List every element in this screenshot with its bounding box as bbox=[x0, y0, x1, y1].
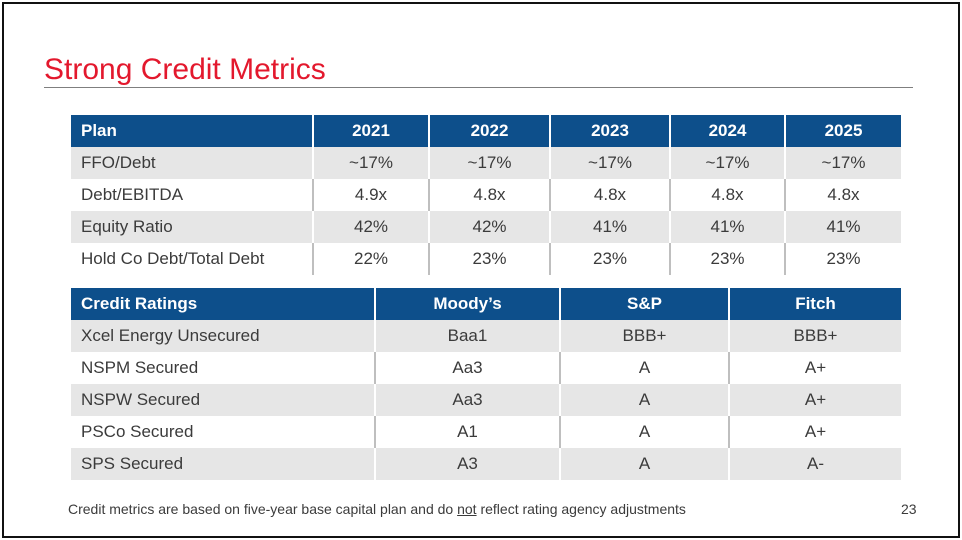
row-label: PSCo Secured bbox=[71, 416, 376, 448]
table-cell: 23% bbox=[785, 243, 901, 275]
title-divider bbox=[44, 87, 913, 88]
footnote-emphasis: not bbox=[457, 501, 477, 517]
table-cell: 23% bbox=[670, 243, 786, 275]
plan-header-2022: 2022 bbox=[429, 115, 551, 147]
row-label: Equity Ratio bbox=[71, 211, 314, 243]
plan-header-2024: 2024 bbox=[670, 115, 786, 147]
table-cell: A+ bbox=[729, 384, 901, 416]
ratings-header-fitch: Fitch bbox=[729, 288, 901, 320]
table-cell: BBB+ bbox=[560, 320, 730, 352]
table-cell: A+ bbox=[729, 416, 901, 448]
row-label: Xcel Energy Unsecured bbox=[71, 320, 376, 352]
table-row: Equity Ratio 42% 42% 41% 41% 41% bbox=[71, 211, 901, 243]
ratings-header-moodys: Moody’s bbox=[375, 288, 561, 320]
row-label: NSPM Secured bbox=[71, 352, 376, 384]
plan-header-2023: 2023 bbox=[550, 115, 671, 147]
table-cell: 23% bbox=[429, 243, 551, 275]
table-cell: 41% bbox=[785, 211, 901, 243]
table-cell: 4.8x bbox=[429, 179, 551, 211]
ratings-table-header-row: Credit Ratings Moody’s S&P Fitch bbox=[71, 288, 901, 320]
plan-header-2025: 2025 bbox=[785, 115, 901, 147]
row-label: SPS Secured bbox=[71, 448, 376, 480]
footnote-text-before: Credit metrics are based on five-year ba… bbox=[68, 501, 458, 517]
table-cell: ~17% bbox=[550, 147, 671, 179]
plan-table-header-row: Plan 2021 2022 2023 2024 2025 bbox=[71, 115, 901, 147]
table-cell: ~17% bbox=[670, 147, 786, 179]
table-cell: 4.8x bbox=[670, 179, 786, 211]
table-cell: 4.8x bbox=[785, 179, 901, 211]
table-row: SPS Secured A3 A A- bbox=[71, 448, 901, 480]
table-cell: A1 bbox=[375, 416, 561, 448]
table-cell: A3 bbox=[375, 448, 561, 480]
table-cell: A- bbox=[729, 448, 901, 480]
plan-header-2021: 2021 bbox=[313, 115, 430, 147]
table-row: FFO/Debt ~17% ~17% ~17% ~17% ~17% bbox=[71, 147, 901, 179]
table-cell: ~17% bbox=[313, 147, 430, 179]
table-row: Debt/EBITDA 4.9x 4.8x 4.8x 4.8x 4.8x bbox=[71, 179, 901, 211]
ratings-header-sp: S&P bbox=[560, 288, 730, 320]
table-cell: A bbox=[560, 384, 730, 416]
table-row: NSPW Secured Aa3 A A+ bbox=[71, 384, 901, 416]
table-cell: 4.9x bbox=[313, 179, 430, 211]
table-cell: 41% bbox=[550, 211, 671, 243]
footnote: Credit metrics are based on five-year ba… bbox=[68, 501, 686, 517]
table-cell: A bbox=[560, 416, 730, 448]
row-label: NSPW Secured bbox=[71, 384, 376, 416]
table-row: NSPM Secured Aa3 A A+ bbox=[71, 352, 901, 384]
table-cell: BBB+ bbox=[729, 320, 901, 352]
table-cell: A+ bbox=[729, 352, 901, 384]
page-title: Strong Credit Metrics bbox=[44, 53, 326, 86]
page-number: 23 bbox=[901, 501, 917, 517]
credit-ratings-table: Credit Ratings Moody’s S&P Fitch Xcel En… bbox=[71, 288, 901, 480]
table-cell: A bbox=[560, 448, 730, 480]
row-label: FFO/Debt bbox=[71, 147, 314, 179]
row-label: Debt/EBITDA bbox=[71, 179, 314, 211]
table-cell: 41% bbox=[670, 211, 786, 243]
table-cell: Aa3 bbox=[375, 384, 561, 416]
table-cell: 22% bbox=[313, 243, 430, 275]
table-row: Hold Co Debt/Total Debt 22% 23% 23% 23% … bbox=[71, 243, 901, 275]
table-cell: ~17% bbox=[785, 147, 901, 179]
table-row: PSCo Secured A1 A A+ bbox=[71, 416, 901, 448]
table-cell: A bbox=[560, 352, 730, 384]
plan-header-plan: Plan bbox=[71, 115, 314, 147]
table-cell: 42% bbox=[313, 211, 430, 243]
table-row: Xcel Energy Unsecured Baa1 BBB+ BBB+ bbox=[71, 320, 901, 352]
table-cell: ~17% bbox=[429, 147, 551, 179]
plan-table: Plan 2021 2022 2023 2024 2025 FFO/Debt ~… bbox=[71, 115, 901, 275]
ratings-header-credit-ratings: Credit Ratings bbox=[71, 288, 376, 320]
table-cell: Aa3 bbox=[375, 352, 561, 384]
table-cell: 23% bbox=[550, 243, 671, 275]
table-cell: 42% bbox=[429, 211, 551, 243]
table-cell: Baa1 bbox=[375, 320, 561, 352]
table-cell: 4.8x bbox=[550, 179, 671, 211]
footnote-text-after: reflect rating agency adjustments bbox=[476, 501, 686, 517]
row-label: Hold Co Debt/Total Debt bbox=[71, 243, 314, 275]
